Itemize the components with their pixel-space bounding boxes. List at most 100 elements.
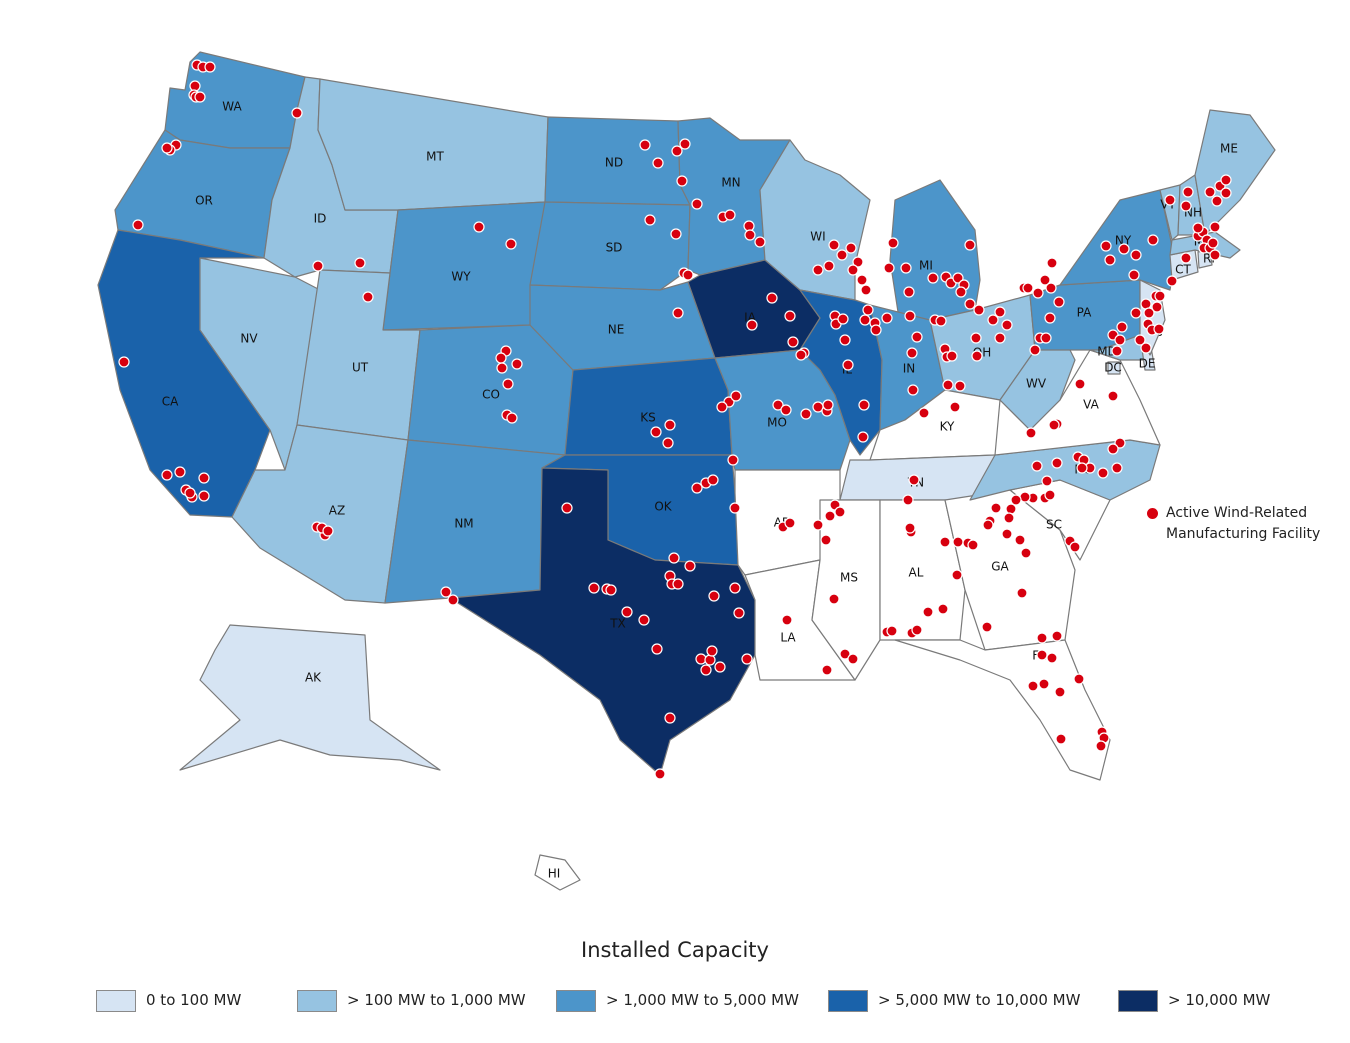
facility-dot: [918, 407, 930, 419]
state-label-wy: WY: [451, 270, 471, 284]
facility-dot: [845, 242, 857, 254]
facility-dot: [911, 331, 923, 343]
facility-dot: [1074, 378, 1086, 390]
state-hi: [534, 854, 581, 891]
facility-dot: [772, 399, 784, 411]
facility-dot: [1166, 275, 1178, 287]
state-label-az: AZ: [329, 504, 345, 518]
facility-dot: [652, 157, 664, 169]
state-label-tx: TX: [609, 617, 626, 631]
facility-dot: [937, 603, 949, 615]
facility-dot: [354, 257, 366, 269]
facility-dot: [973, 304, 985, 316]
state-label-hi: HI: [548, 867, 561, 881]
state-label-ky: KY: [940, 420, 955, 434]
facility-dot: [812, 519, 824, 531]
facility-dot: [1005, 503, 1017, 515]
facility-dot: [911, 624, 923, 636]
state-label-mo: MO: [767, 416, 787, 430]
facility-dot: [821, 664, 833, 676]
state-nm: [384, 439, 566, 604]
capacity-legend: 0 to 100 MW > 100 MW to 1,000 MW > 1,000…: [0, 990, 1350, 1012]
facility-dot: [1025, 427, 1037, 439]
facility-dot: [733, 607, 745, 619]
facility-dot: [1014, 534, 1026, 546]
facility-dot: [990, 502, 1002, 514]
facility-dot: [502, 378, 514, 390]
facility-dot: [1114, 437, 1126, 449]
facility-dot: [952, 272, 964, 284]
facility-dot: [1073, 673, 1085, 685]
facility-dot: [362, 291, 374, 303]
facility-dot: [1016, 587, 1028, 599]
facility-dot: [664, 712, 676, 724]
facility-dot: [1153, 323, 1165, 335]
facility-dot: [700, 664, 712, 676]
state-label-dc: DC: [1104, 361, 1122, 375]
state-label-ok: OK: [654, 500, 672, 514]
facility-dots-layer: [118, 59, 1232, 780]
facility-dot: [908, 474, 920, 486]
facility-dot: [1044, 312, 1056, 324]
facility-dot: [828, 239, 840, 251]
facility-dot: [605, 584, 617, 596]
facility-dot: [744, 229, 756, 241]
facility-dot: [1220, 174, 1232, 186]
facility-dot: [561, 502, 573, 514]
state-label-wa: WA: [222, 100, 242, 114]
facility-dot: [1114, 334, 1126, 346]
facility-dot: [955, 286, 967, 298]
facility-dot: [650, 426, 662, 438]
facility-dot: [922, 606, 934, 618]
legend-label-0: 0 to 100 MW: [146, 991, 242, 1009]
facility-dot: [812, 264, 824, 276]
facility-dot: [787, 336, 799, 348]
legend-swatch-2: [556, 990, 596, 1012]
state-label-sc: SC: [1046, 518, 1062, 532]
facility-dot: [1130, 249, 1142, 261]
facility-dot: [1104, 254, 1116, 266]
state-label-mn: MN: [721, 176, 740, 190]
facility-dot: [1032, 287, 1044, 299]
facility-dot: [1051, 457, 1063, 469]
facility-dot: [312, 260, 324, 272]
legend-swatch-4: [1118, 990, 1158, 1012]
legend-swatch-3: [828, 990, 868, 1012]
state-label-al: AL: [909, 566, 924, 580]
facility-dot: [1107, 443, 1119, 455]
facility-dot: [672, 578, 684, 590]
facility-dot: [684, 560, 696, 572]
facility-dot: [708, 590, 720, 602]
facility-dot: [730, 390, 742, 402]
facility-dot: [946, 350, 958, 362]
facility-dot: [691, 198, 703, 210]
facility-dot: [639, 139, 651, 151]
facility-dot: [1036, 632, 1048, 644]
state-fl: [894, 639, 1111, 781]
facility-dot: [994, 306, 1006, 318]
facility-dot: [706, 645, 718, 657]
facility-dot: [511, 358, 523, 370]
facility-dot: [1111, 345, 1123, 357]
facility-dot: [907, 384, 919, 396]
facility-dot: [707, 474, 719, 486]
facility-dot: [161, 469, 173, 481]
facility-dot: [1118, 243, 1130, 255]
state-label-in: IN: [903, 362, 916, 376]
facility-dot: [682, 269, 694, 281]
facility-dot: [964, 298, 976, 310]
facility-dot: [1140, 342, 1152, 354]
facility-dot: [714, 661, 726, 673]
facility-dot: [1020, 547, 1032, 559]
facility-dot: [828, 593, 840, 605]
facility-dot: [1053, 296, 1065, 308]
state-label-ga: GA: [991, 560, 1009, 574]
facility-dot: [902, 494, 914, 506]
facility-dot: [291, 107, 303, 119]
facility-dot-icon: [1146, 507, 1159, 520]
facility-dot: [1022, 282, 1034, 294]
facility-dot: [1041, 475, 1053, 487]
state-mt: [317, 78, 549, 211]
facility-dot: [495, 352, 507, 364]
facility-dot: [859, 314, 871, 326]
